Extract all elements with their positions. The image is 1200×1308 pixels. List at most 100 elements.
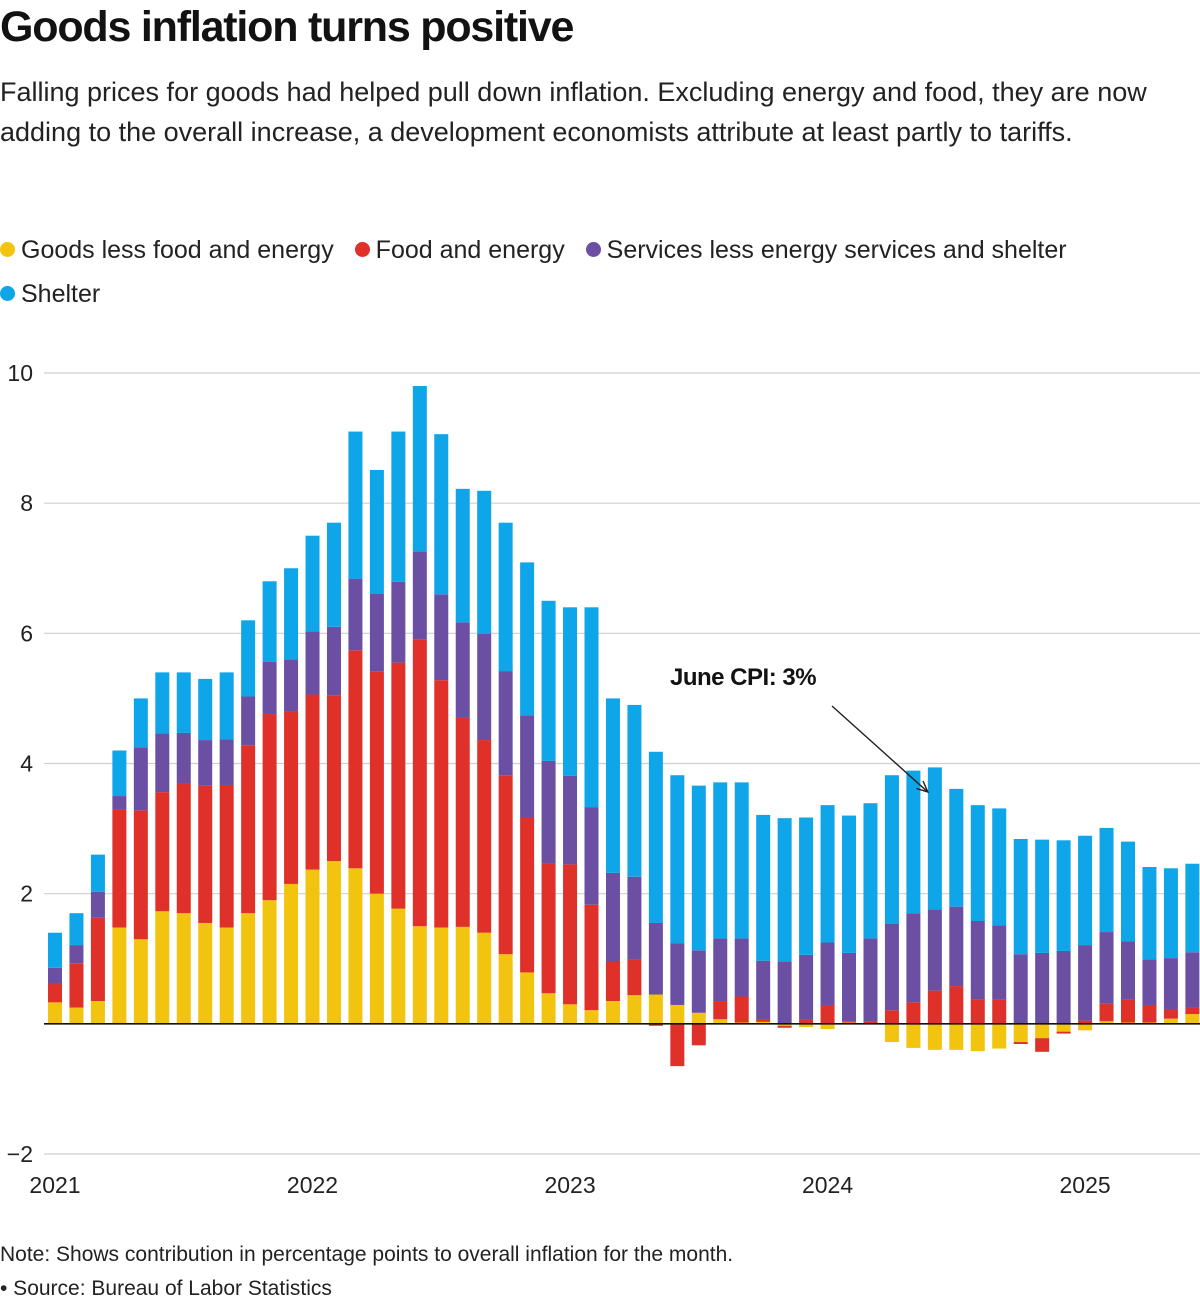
bar-segment bbox=[627, 876, 642, 960]
bar-segment bbox=[734, 782, 749, 939]
bar-segment bbox=[241, 696, 256, 746]
bar-segment bbox=[219, 927, 234, 1024]
legend-label-food-energy: Food and energy bbox=[375, 236, 565, 264]
bar-segment bbox=[477, 633, 492, 741]
bar-segment bbox=[155, 792, 170, 912]
bar-segment bbox=[691, 1023, 706, 1046]
bar-segment bbox=[648, 922, 663, 995]
bar-segment bbox=[90, 917, 105, 1002]
bar-segment bbox=[799, 817, 814, 955]
bar-segment bbox=[1035, 1023, 1050, 1039]
bar-segment bbox=[1163, 1009, 1178, 1019]
bar-segment bbox=[734, 938, 749, 997]
bar-segment bbox=[691, 950, 706, 1013]
bar-segment bbox=[391, 908, 406, 1024]
bar-segment bbox=[1078, 1020, 1093, 1024]
bar-segment bbox=[369, 593, 384, 672]
bar-segment bbox=[1013, 954, 1028, 1024]
bar-segment bbox=[777, 1025, 792, 1028]
bar-segment bbox=[48, 967, 62, 984]
bar-segment bbox=[326, 861, 341, 1024]
bar-segment bbox=[627, 704, 642, 877]
bar-segment bbox=[434, 680, 449, 928]
bar-segment bbox=[198, 678, 213, 741]
bar-segment bbox=[348, 650, 363, 869]
bar-segment bbox=[992, 925, 1007, 1000]
bar-segment bbox=[69, 963, 84, 1008]
bar-segment bbox=[906, 1023, 921, 1048]
bar-segment bbox=[284, 659, 299, 712]
bar-segment bbox=[305, 631, 320, 695]
bar-segment bbox=[1121, 841, 1135, 942]
bar-segment bbox=[498, 954, 513, 1024]
stacked-bar-chart: 10 8 6 4 2 −2 2021 2022 2023 2024 2025 June CPI: 3% bbox=[7, 360, 1200, 1198]
bar-segment bbox=[520, 817, 535, 973]
bar-segment bbox=[949, 986, 964, 1024]
bar-segment bbox=[155, 672, 170, 734]
y-tick-label: 2 bbox=[20, 881, 33, 907]
bar-segment bbox=[498, 775, 513, 955]
bar-segment bbox=[176, 672, 191, 733]
bar-segment bbox=[69, 945, 84, 964]
bar-segment bbox=[906, 913, 921, 1003]
bar-segment bbox=[348, 578, 363, 651]
bar-segment bbox=[1078, 1023, 1093, 1031]
bar-segment bbox=[691, 1012, 706, 1024]
bar-segment bbox=[756, 1021, 771, 1024]
legend-dot-goods bbox=[0, 241, 15, 257]
bar-segment bbox=[1142, 1004, 1157, 1023]
bar-segment bbox=[605, 698, 620, 873]
bar-segment bbox=[842, 952, 857, 1022]
y-tick-label: 6 bbox=[20, 620, 33, 646]
chart-note: Note: Shows contribution in percentage p… bbox=[0, 1243, 734, 1266]
bar-segment bbox=[906, 770, 921, 914]
bar-segment bbox=[455, 717, 470, 927]
bar-segment bbox=[584, 607, 599, 808]
bar-segment bbox=[1185, 1007, 1200, 1015]
bar-segment bbox=[1099, 827, 1114, 933]
bar-segment bbox=[412, 926, 427, 1024]
bar-segment bbox=[1163, 868, 1178, 959]
bar-segment bbox=[305, 535, 320, 632]
bar-segment bbox=[262, 714, 277, 901]
bar-segment bbox=[1185, 952, 1200, 1008]
bar-segment bbox=[670, 1023, 685, 1067]
chart-subtitle: Falling prices for goods had helped pull… bbox=[0, 77, 1147, 147]
bar-segment bbox=[756, 960, 771, 1020]
bar-segment bbox=[305, 869, 320, 1024]
bar-segment bbox=[777, 818, 792, 962]
bar-segment bbox=[369, 469, 384, 594]
bar-segment bbox=[927, 1023, 942, 1050]
bar-segment bbox=[155, 911, 170, 1024]
bar-segment bbox=[477, 932, 492, 1024]
bar-segment bbox=[284, 711, 299, 884]
bar-segment bbox=[133, 810, 148, 940]
bar-segment bbox=[820, 1004, 835, 1024]
bar-segment bbox=[434, 434, 449, 595]
bar-segment bbox=[863, 803, 878, 939]
legend-item-goods: Goods less food and energy bbox=[0, 228, 334, 272]
bar-segment bbox=[176, 913, 191, 1024]
bar-segment bbox=[713, 1019, 728, 1024]
bar-segment bbox=[391, 431, 406, 582]
bar-segment bbox=[648, 994, 663, 1024]
bar-segment bbox=[713, 938, 728, 1002]
bar-segment bbox=[863, 1021, 878, 1024]
bar-segment bbox=[326, 522, 341, 627]
bar-segment bbox=[584, 1010, 599, 1024]
bar-segment bbox=[1013, 838, 1028, 955]
bar-segment bbox=[713, 1001, 728, 1020]
bar-segment bbox=[112, 796, 127, 810]
bar-segment bbox=[541, 993, 556, 1024]
bar-segment bbox=[627, 995, 642, 1024]
bar-segment bbox=[970, 921, 985, 1000]
bar-segment bbox=[777, 961, 792, 1024]
bar-segment bbox=[541, 863, 556, 994]
bar-segment bbox=[970, 1023, 985, 1052]
bar-segment bbox=[241, 745, 256, 914]
bar-segment bbox=[648, 1023, 663, 1026]
bar-segment bbox=[90, 891, 105, 918]
bar-segment bbox=[326, 626, 341, 696]
bar-segment bbox=[262, 661, 277, 715]
bar-segment bbox=[155, 733, 170, 793]
